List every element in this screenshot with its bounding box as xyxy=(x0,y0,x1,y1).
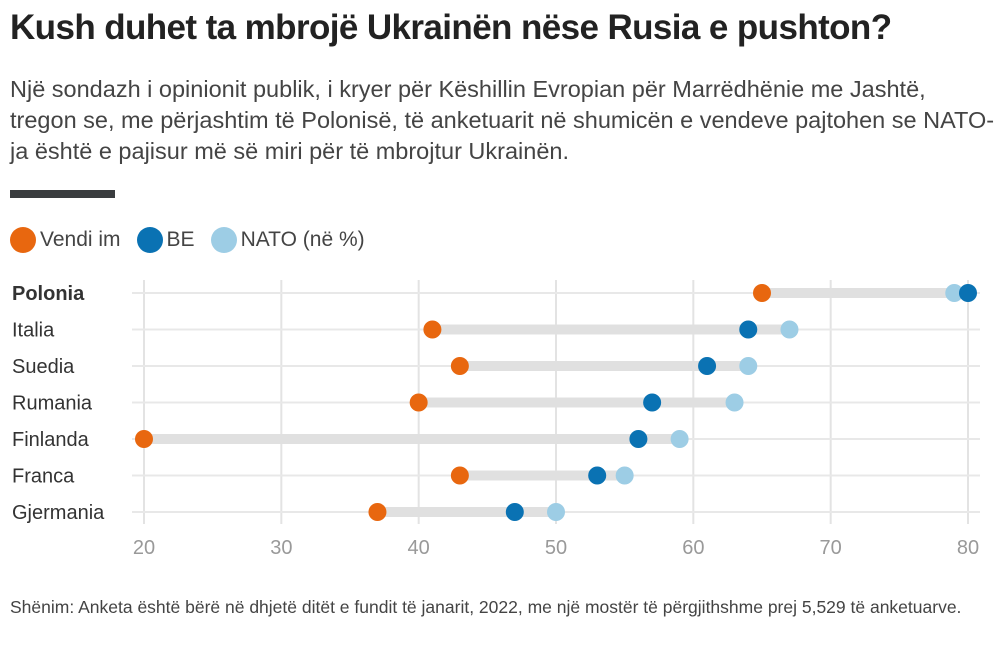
category-label: Italia xyxy=(12,320,55,342)
x-tick-label: 50 xyxy=(545,537,567,559)
data-point-be xyxy=(643,393,662,412)
accent-rule xyxy=(10,190,115,198)
legend-item-nato: NATO (në %) xyxy=(210,227,365,253)
legend-item-vendi-im: Vendi im xyxy=(10,227,121,253)
x-tick-label: 80 xyxy=(957,537,979,559)
legend-dot-icon xyxy=(136,227,163,253)
chart-subtitle: Një sondazh i opinionit publik, i kryer … xyxy=(10,76,995,164)
data-point-vendi xyxy=(450,466,469,485)
category-label: Finlanda xyxy=(12,429,90,451)
x-tick-label: 30 xyxy=(270,537,292,559)
x-tick-label: 70 xyxy=(820,537,842,559)
data-point-be xyxy=(629,430,648,448)
data-point-vendi xyxy=(135,430,153,448)
data-point-vendi xyxy=(423,320,442,339)
category-label: Polonia xyxy=(12,283,85,305)
data-point-vendi xyxy=(450,357,469,375)
category-label: Rumania xyxy=(12,393,93,415)
data-point-be xyxy=(588,466,607,485)
dot-plot-chart: 20 30 40 50 60 70 80 Polonia Italia Suedia Rumania… xyxy=(12,280,980,559)
category-label: Franca xyxy=(12,466,75,488)
data-point-nato xyxy=(547,503,565,521)
legend-label: BE xyxy=(166,228,195,251)
data-point-nato xyxy=(615,466,634,485)
legend: Vendi im BE NATO (në %) xyxy=(10,227,381,253)
data-point-vendi xyxy=(368,503,387,521)
data-point-be xyxy=(739,320,758,339)
legend-dot-icon xyxy=(10,227,36,253)
data-point-vendi xyxy=(753,284,771,302)
footnote: Shënim: Anketa është bërë në dhjetë ditë… xyxy=(10,597,962,617)
category-label: Suedia xyxy=(12,356,75,378)
category-label: Gjermania xyxy=(12,502,105,524)
x-tick-label: 60 xyxy=(682,537,704,559)
data-point-be xyxy=(505,503,524,521)
data-point-nato xyxy=(945,284,964,302)
data-point-nato xyxy=(739,357,758,375)
data-point-nato xyxy=(725,393,744,412)
data-point-nato xyxy=(780,320,799,339)
chart-title: Kush duhet ta mbrojë Ukrainën nëse Rusia… xyxy=(10,8,892,47)
data-point-nato xyxy=(670,430,689,448)
data-point-be xyxy=(959,284,977,302)
x-tick-label: 40 xyxy=(408,537,430,559)
data-point-vendi xyxy=(409,393,428,412)
legend-item-be: BE xyxy=(136,227,195,253)
legend-label: Vendi im xyxy=(40,228,121,251)
legend-dot-icon xyxy=(210,227,237,253)
legend-label: NATO (në %) xyxy=(240,228,365,251)
x-tick-label: 20 xyxy=(133,537,155,559)
data-point-be xyxy=(698,357,717,375)
